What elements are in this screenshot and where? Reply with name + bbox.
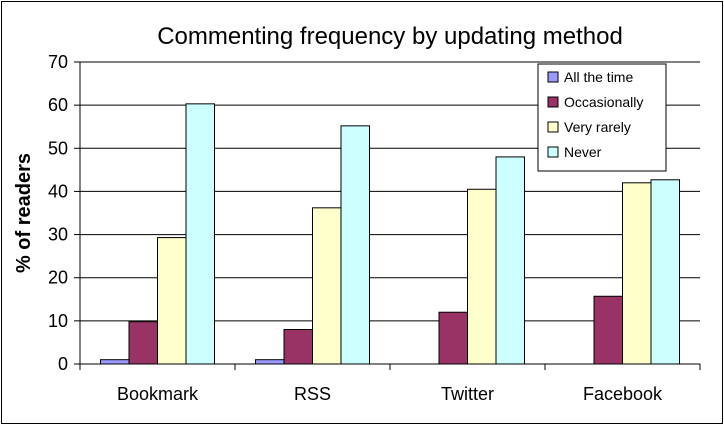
y-tick-label: 10 — [48, 311, 68, 331]
y-axis-label: % of readers — [13, 153, 35, 273]
legend-label: Very rarely — [564, 119, 631, 135]
legend-label: Never — [564, 144, 602, 160]
legend: All the time Occasionally Very rarely Never — [537, 63, 667, 172]
legend-swatch — [547, 121, 559, 133]
legend-swatch — [547, 71, 559, 83]
y-tick-label: 70 — [48, 52, 68, 72]
chart-title: Commenting frequency by updating method — [157, 23, 623, 50]
y-tick-label: 20 — [48, 268, 68, 288]
bar-facebook-occasionally — [593, 295, 623, 365]
bar-rss-all-the-time — [255, 359, 285, 365]
bar-rss-very-rarely — [312, 207, 342, 365]
legend-label: Occasionally — [564, 94, 643, 110]
bar-bookmark-very-rarely — [157, 237, 187, 365]
bar-facebook-very-rarely — [622, 182, 652, 365]
y-tick-label: 50 — [48, 138, 68, 158]
legend-swatch — [547, 146, 559, 158]
bar-facebook-never — [650, 179, 680, 365]
legend-box — [537, 63, 667, 172]
bar-bookmark-all-the-time — [100, 359, 130, 365]
axes — [79, 62, 701, 370]
bar-rss-never — [340, 125, 370, 365]
bar-twitter-never — [495, 156, 525, 365]
bar-twitter-very-rarely — [467, 188, 497, 365]
x-category-label: Twitter — [441, 384, 494, 404]
x-category-label: RSS — [294, 384, 331, 404]
legend-swatch — [547, 96, 559, 108]
y-tick-label: 0 — [58, 354, 68, 374]
legend-label: All the time — [564, 69, 633, 85]
y-tick-label: 30 — [48, 225, 68, 245]
bar-rss-occasionally — [283, 328, 313, 365]
x-category-label: Bookmark — [117, 384, 199, 404]
y-tick-labels: 0 10 20 30 40 50 60 70 — [48, 52, 68, 374]
bar-bookmark-never — [185, 103, 215, 365]
x-category-label: Facebook — [583, 384, 663, 404]
bar-bookmark-occasionally — [128, 321, 158, 365]
y-tick-label: 40 — [48, 181, 68, 201]
bar-twitter-occasionally — [438, 311, 468, 365]
y-tick-label: 60 — [48, 95, 68, 115]
category-labels: Bookmark RSS Twitter Facebook — [117, 384, 663, 404]
